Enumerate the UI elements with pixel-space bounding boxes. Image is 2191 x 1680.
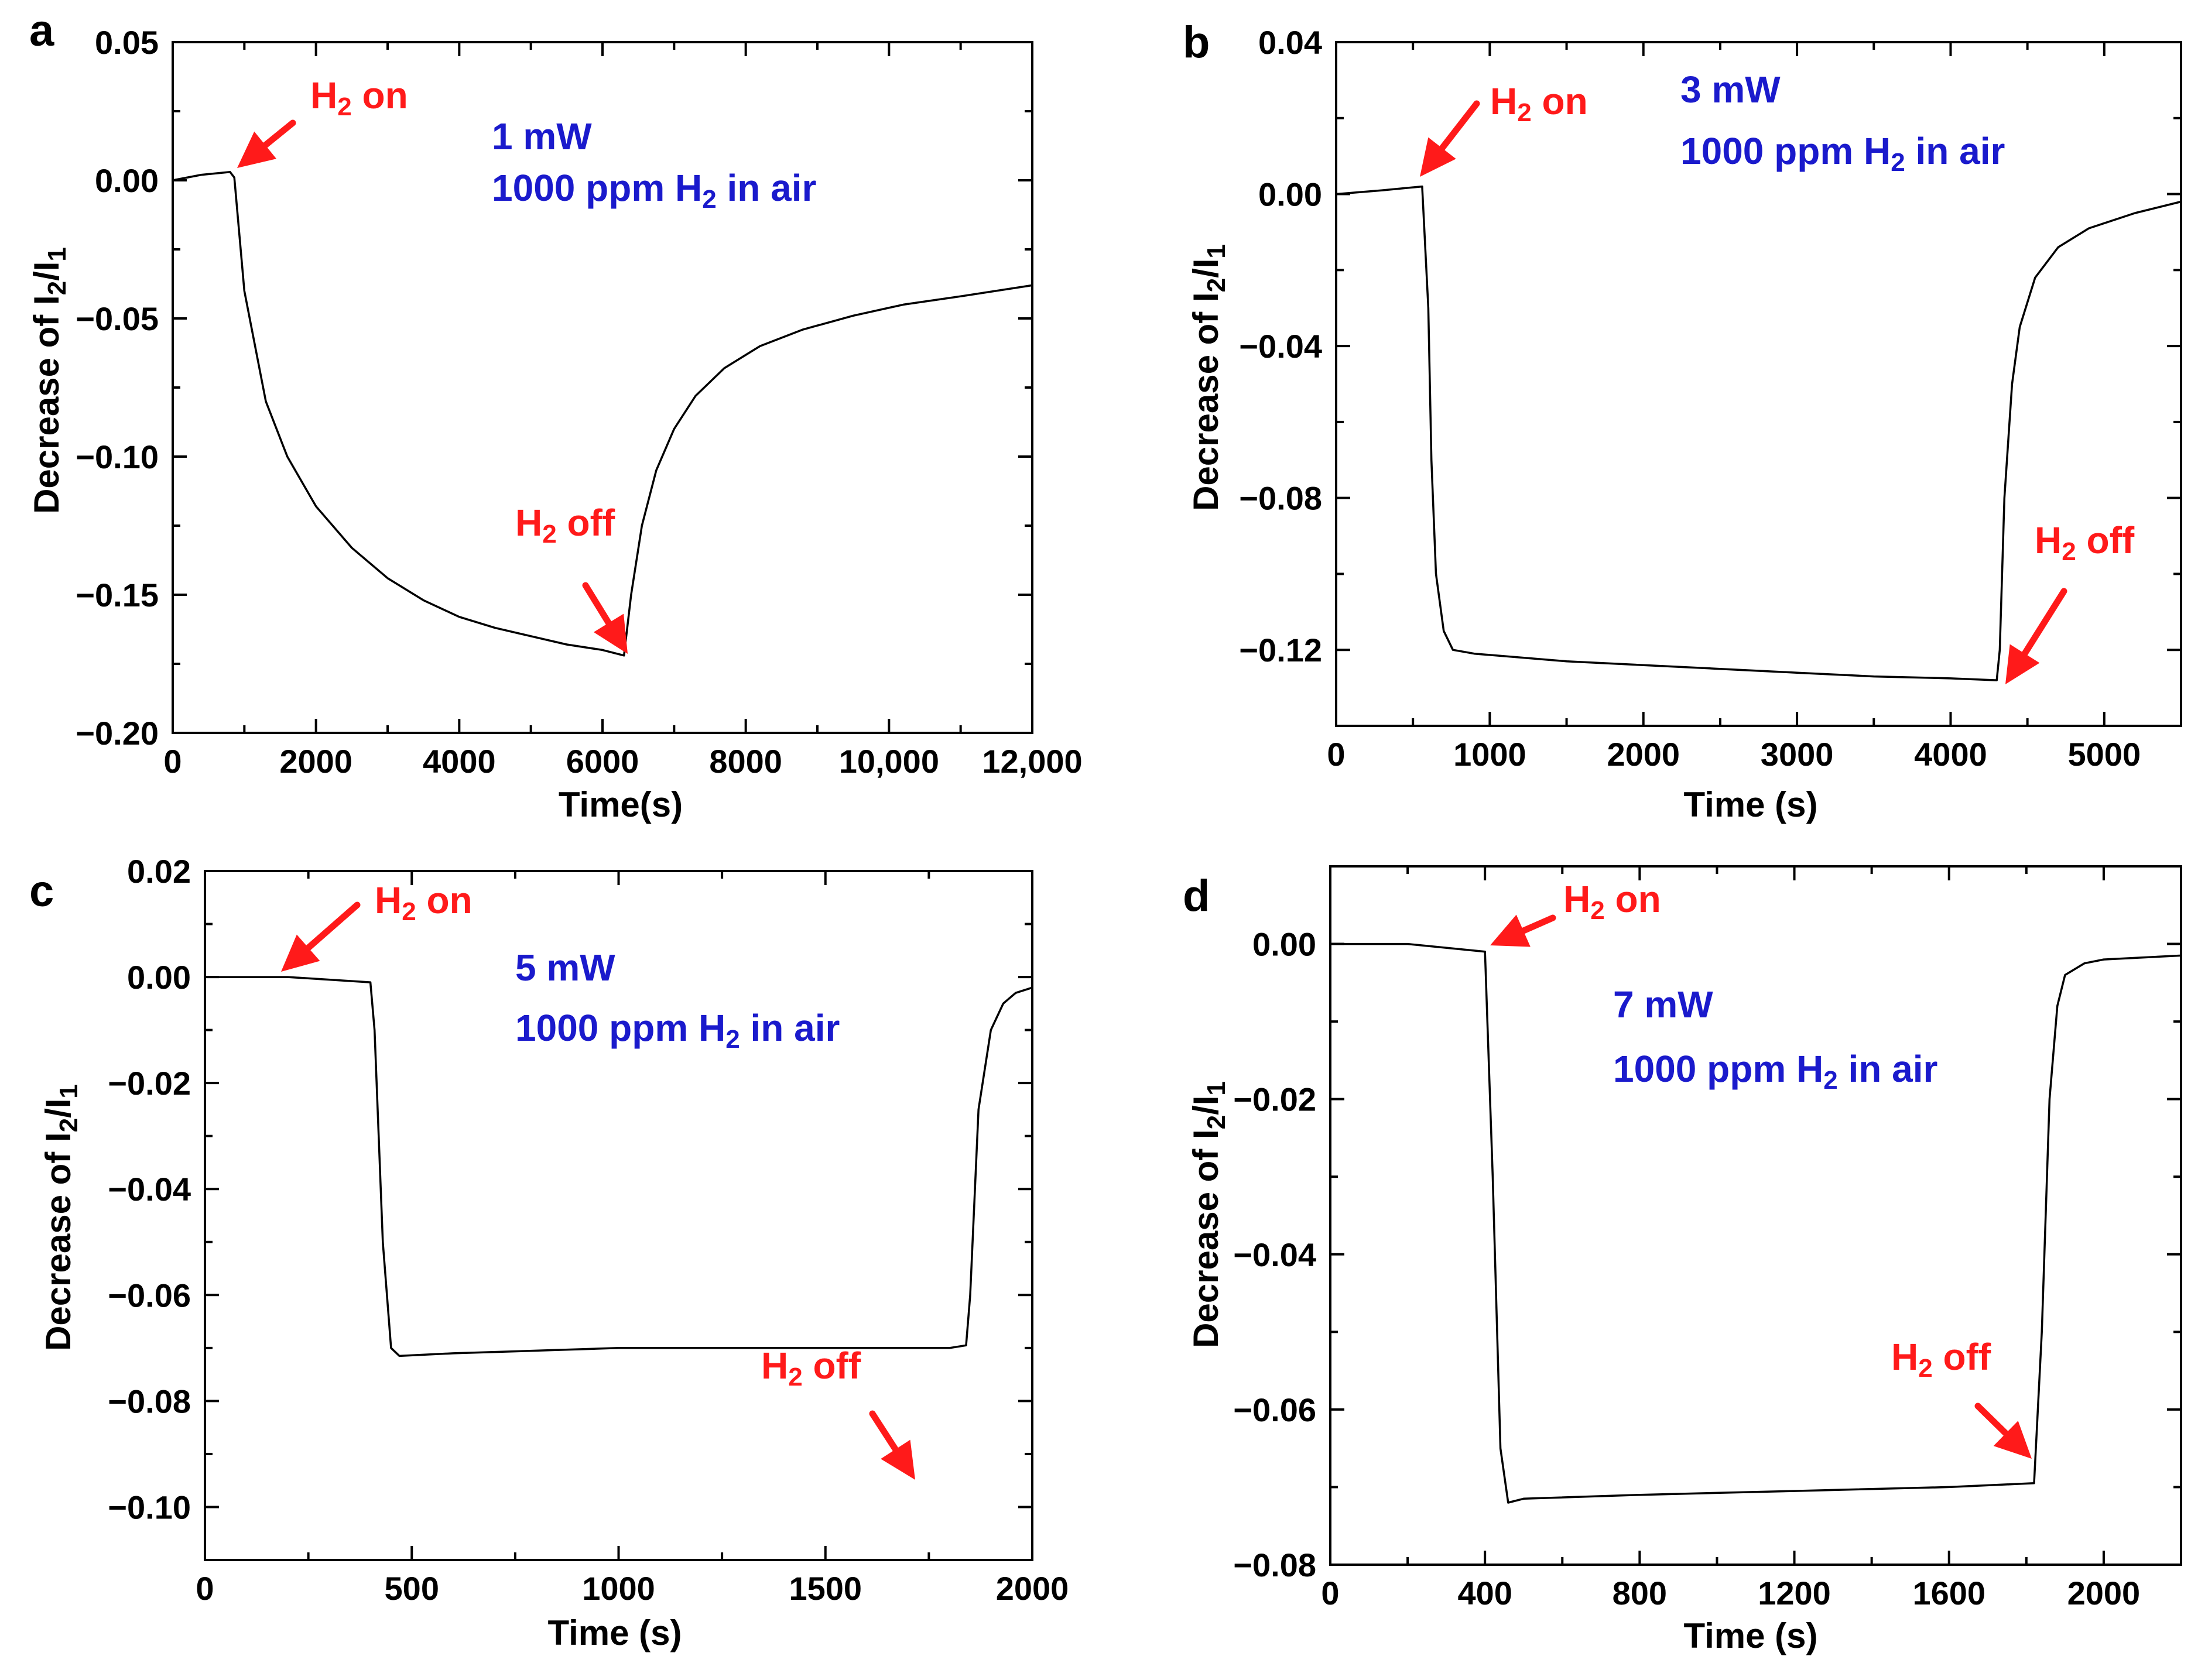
y-axis-title: Decrease of I2/I1	[1186, 244, 1231, 511]
x-tick-label: 4000	[423, 743, 496, 780]
h2-on-label: H2 on	[1490, 80, 1588, 127]
h2-off-arrow-icon	[2005, 588, 2067, 684]
y-tick-label: −0.12	[1239, 632, 1322, 668]
h2-on-label: H2 on	[1563, 878, 1661, 925]
series-line	[205, 976, 1033, 1357]
y-tick-label: −0.10	[108, 1489, 191, 1525]
x-tick-label: 10,000	[839, 743, 939, 780]
y-tick-label: −0.08	[108, 1383, 191, 1420]
h2-off-arrow-icon	[1974, 1403, 2032, 1459]
x-tick-label: 1000	[582, 1570, 655, 1607]
y-tick-label: 0.00	[95, 162, 159, 199]
h2-on-label: H2 on	[310, 74, 408, 121]
y-tick-label: 0.04	[1258, 24, 1322, 61]
x-tick-label: 1500	[789, 1570, 862, 1607]
x-tick-label: 0	[1321, 1575, 1339, 1612]
h2-off-arrow-icon	[869, 1410, 915, 1480]
y-tick-label: −0.06	[108, 1277, 191, 1314]
h2-on-arrow-icon	[281, 901, 361, 972]
condition-gas: 1000 ppm H2 in air	[492, 167, 816, 214]
h2-off-label: H2 off	[2035, 519, 2135, 566]
panel-letter: a	[29, 6, 54, 56]
x-tick-label: 2000	[996, 1570, 1069, 1607]
x-tick-label: 0	[163, 743, 182, 780]
plot-frame	[1329, 865, 2182, 1566]
y-tick-label: −0.04	[1239, 328, 1322, 365]
y-tick-label: 0.05	[95, 24, 159, 61]
y-tick-label: −0.05	[76, 300, 159, 337]
y-tick-label: −0.02	[1233, 1081, 1316, 1118]
x-axis-title: Time (s)	[1684, 785, 1818, 824]
x-tick-label: 6000	[566, 743, 639, 780]
panel-c: 0 500 1000 1500 2000 −0.10 −0.08 −0.06 −0.04 −0.0…	[29, 853, 1069, 1652]
condition-gas: 1000 ppm H2 in air	[1680, 130, 2005, 177]
x-tick-label: 1000	[1453, 736, 1526, 773]
x-tick-label: 1600	[1912, 1575, 1985, 1612]
h2-on-arrow-icon	[1420, 100, 1480, 177]
condition-power: 3 mW	[1680, 68, 1781, 111]
x-tick-label: 1200	[1758, 1575, 1831, 1612]
x-tick-label: 2000	[279, 743, 352, 780]
series-line	[1330, 942, 2182, 1504]
condition-power: 5 mW	[515, 947, 615, 989]
panel-a: 0 2000 4000 6000 8000 10,000 12,000 −0.20 −0.15 −…	[27, 6, 1083, 824]
h2-off-label: H2 off	[1891, 1336, 1991, 1383]
x-tick-label: 12,000	[982, 743, 1082, 780]
x-tick-label: 800	[1613, 1575, 1667, 1612]
condition-power: 1 mW	[492, 115, 592, 157]
y-tick-label: −0.15	[76, 577, 159, 613]
y-tick-label: 0.02	[127, 853, 191, 890]
y-tick-label: −0.08	[1239, 480, 1322, 517]
condition-gas: 1000 ppm H2 in air	[1613, 1048, 1937, 1095]
h2-on-label: H2 on	[375, 879, 473, 926]
x-tick-label: 0	[1327, 736, 1345, 773]
y-tick-label: −0.08	[1233, 1547, 1316, 1583]
y-tick-label: −0.04	[1233, 1236, 1316, 1273]
h2-off-label: H2 off	[515, 502, 615, 548]
y-tick-label: −0.02	[108, 1065, 191, 1102]
y-axis-title: Decrease of I2/I1	[27, 247, 71, 514]
x-tick-label: 2000	[1607, 736, 1680, 773]
y-tick-label: −0.06	[1233, 1391, 1316, 1428]
condition-power: 7 mW	[1613, 983, 1713, 1026]
h2-off-arrow-icon	[582, 582, 628, 654]
x-tick-label: 0	[196, 1570, 214, 1607]
y-axis-title: Decrease of I2/I1	[1186, 1081, 1231, 1348]
series-line	[172, 171, 1033, 657]
series-line	[1336, 185, 2182, 681]
x-tick-label: 400	[1457, 1575, 1512, 1612]
h2-on-arrow-icon	[1490, 914, 1556, 947]
y-axis-title: Decrease of I2/I1	[39, 1084, 83, 1351]
x-tick-label: 4000	[1914, 736, 1987, 773]
panel-letter: d	[1183, 871, 1210, 921]
y-tick-label: −0.04	[108, 1171, 191, 1208]
y-tick-label: −0.20	[76, 715, 159, 752]
y-tick-label: −0.10	[76, 438, 159, 475]
x-tick-label: 8000	[709, 743, 782, 780]
panel-letter: c	[29, 866, 54, 916]
x-axis-title: Time(s)	[559, 785, 683, 824]
y-tick-label: 0.00	[127, 959, 191, 996]
x-tick-label: 3000	[1761, 736, 1834, 773]
panel-b: 0 1000 2000 3000 4000 5000 −0.12 −0.08 −0.04 0.00…	[1183, 18, 2182, 824]
x-axis-title: Time (s)	[548, 1613, 682, 1652]
condition-gas: 1000 ppm H2 in air	[515, 1007, 840, 1054]
plot-frame	[1335, 41, 2182, 727]
x-tick-label: 2000	[2067, 1575, 2141, 1612]
panel-letter: b	[1183, 18, 1210, 67]
x-tick-label: 500	[385, 1570, 439, 1607]
h2-off-label: H2 off	[761, 1345, 861, 1391]
h2-on-arrow-icon	[237, 119, 296, 168]
y-tick-label: 0.00	[1258, 176, 1322, 213]
panel-d: 0 400 800 1200 1600 2000 −0.08 −0.06 −0.04 −0.02 0…	[1183, 865, 2182, 1655]
x-axis-title: Time (s)	[1684, 1616, 1818, 1655]
y-tick-label: 0.00	[1252, 926, 1316, 963]
x-tick-label: 5000	[2068, 736, 2141, 773]
